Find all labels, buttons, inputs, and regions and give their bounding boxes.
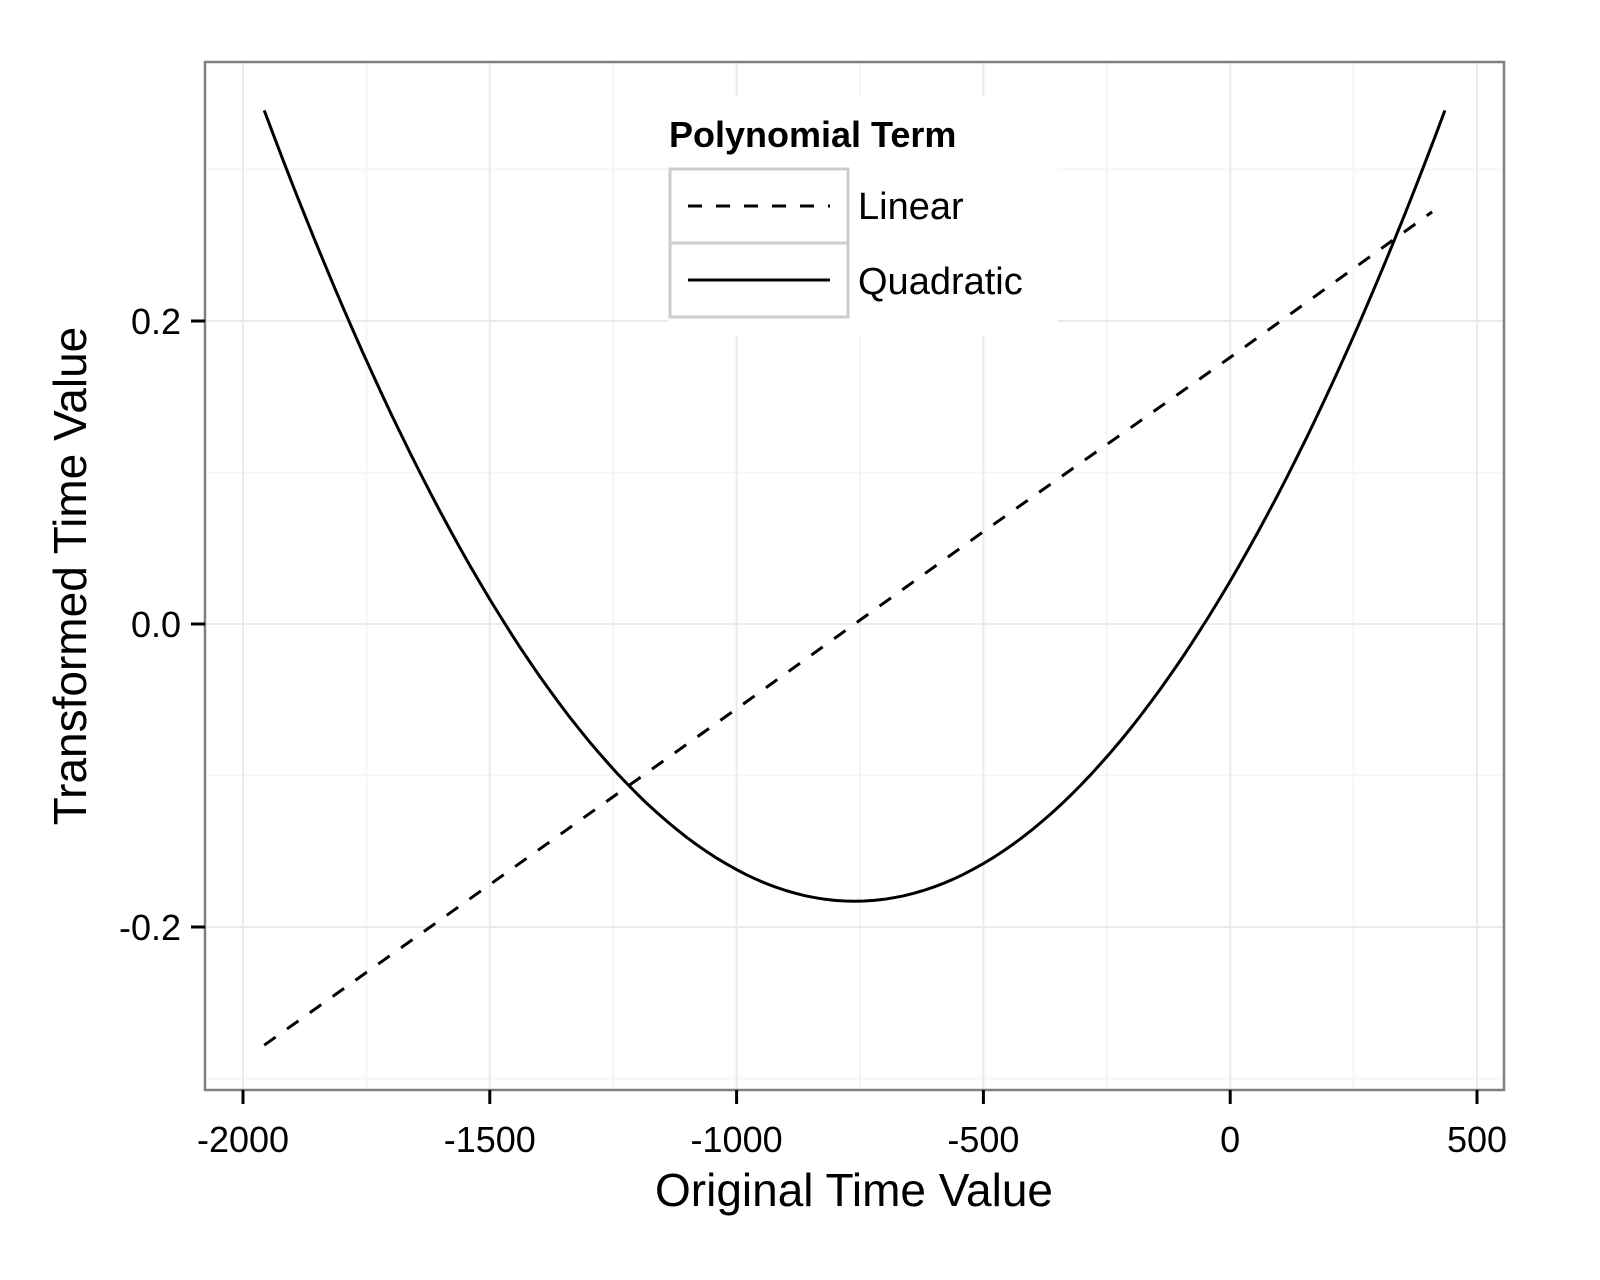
y-tick-label: -0.2 [119,907,181,948]
x-tick-label: -500 [947,1119,1019,1160]
series-layer [262,109,1447,1047]
legend-label-quadratic: Quadratic [858,261,1023,303]
series-linear [263,210,1433,1047]
legend-title: Polynomial Term [669,114,956,155]
y-tick-label: 0.2 [131,301,181,342]
y-axis-title: Transformed Time Value [44,327,96,826]
y-axis: -0.2 0.0 0.2 [119,301,205,948]
plot-panel [203,60,1506,1092]
x-tick-label: -1500 [444,1119,536,1160]
x-tick-label: 500 [1447,1119,1507,1160]
x-axis-title: Original Time Value [655,1164,1053,1216]
x-tick-label: -1000 [691,1119,783,1160]
x-axis: -2000 -1500 -1000 -500 0 500 [197,1090,1507,1160]
x-tick-label: 0 [1220,1119,1240,1160]
y-tick-label: 0.0 [131,604,181,645]
legend: Polynomial Term Linear Quadratic [668,96,1058,336]
x-tick-label: -2000 [197,1119,289,1160]
series-quadratic [262,109,1447,903]
legend-label-linear: Linear [858,186,964,228]
